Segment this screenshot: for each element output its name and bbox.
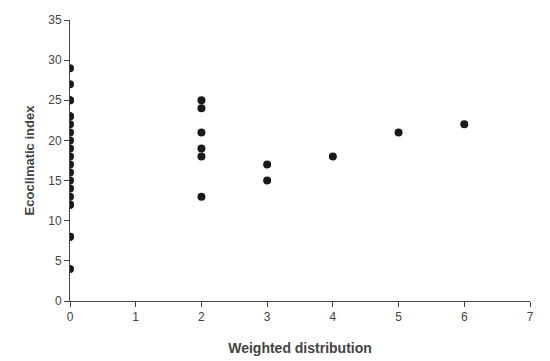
svg-text:6: 6 xyxy=(461,310,468,324)
svg-text:3: 3 xyxy=(264,310,271,324)
svg-text:5: 5 xyxy=(55,254,62,268)
svg-text:25: 25 xyxy=(48,93,62,107)
svg-text:30: 30 xyxy=(48,53,62,67)
svg-text:0: 0 xyxy=(67,310,74,324)
svg-text:1: 1 xyxy=(132,310,139,324)
svg-text:15: 15 xyxy=(48,174,62,188)
svg-text:35: 35 xyxy=(48,13,62,27)
svg-text:20: 20 xyxy=(48,134,62,148)
svg-text:5: 5 xyxy=(395,310,402,324)
svg-text:0: 0 xyxy=(55,294,62,308)
svg-text:4: 4 xyxy=(330,310,337,324)
svg-text:2: 2 xyxy=(198,310,205,324)
svg-text:Ecoclimatic index: Ecoclimatic index xyxy=(22,105,37,216)
svg-text:7: 7 xyxy=(527,310,534,324)
svg-text:10: 10 xyxy=(48,214,62,228)
svg-text:Weighted distribution: Weighted distribution xyxy=(228,340,372,356)
